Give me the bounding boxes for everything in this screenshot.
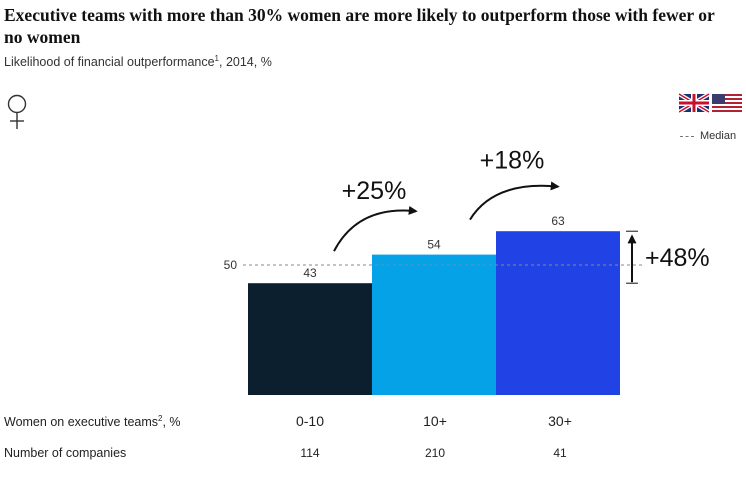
growth-label-25: +25% [342,177,407,205]
company-count-30-plus: 41 [553,446,567,460]
company-count-10-plus: 210 [424,446,446,460]
median-value-label: 50 [224,258,238,272]
subtitle-footnote: 1 [214,54,219,63]
subtitle-suffix: , 2014, % [219,55,272,70]
women-row-label: Women on executive teams2, % [4,414,181,429]
median-legend: Median [680,130,736,142]
flags [679,92,742,114]
uk-flag-icon [679,92,711,114]
chart-subtitle: Likelihood of financial outperformance1,… [4,54,272,69]
category-label-0-10: 0-10 [295,413,325,429]
median-legend-label: Median [700,130,737,142]
subtitle-text: Likelihood of financial outperformance [4,55,215,70]
bar-value-label-10+: 54 [427,238,441,252]
bar-10+ [372,254,496,395]
category-label-30-plus: 30+ [548,413,572,429]
women-row-label-footnote: 2 [158,414,163,423]
us-flag-icon [712,94,742,112]
growth-label-48: +48% [645,244,710,272]
bar-value-label-0-10: 43 [303,266,317,280]
growth-label-18: +18% [480,147,545,175]
bar-30+ [496,231,620,395]
company-count-0-10: 114 [300,446,320,460]
women-row-label-text: Women on executive teams [4,415,159,430]
chart-title: Executive teams with more than 30% women… [4,5,715,47]
bar-value-label-30+: 63 [551,214,565,228]
women-row-label-suffix: , % [162,415,181,430]
category-label-10-plus: 10+ [423,413,447,429]
bar-0-10 [248,283,372,395]
median-legend-line [680,135,694,137]
female-symbol-icon [7,94,27,129]
growth-arrow-25 [333,205,418,252]
growth-arrow-18 [469,181,560,221]
companies-row-label: Number of companies [4,446,127,460]
